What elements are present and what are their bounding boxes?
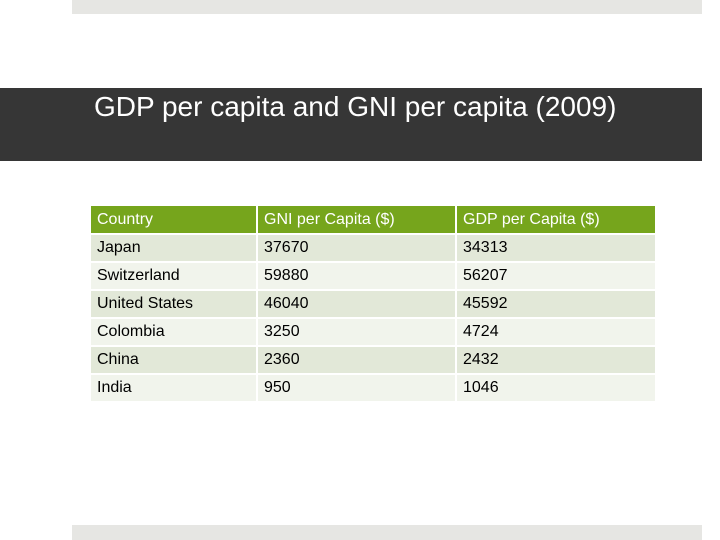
bottom-decorative-bar xyxy=(72,525,702,540)
header-country: Country xyxy=(89,204,258,235)
cell-gdp: 1046 xyxy=(455,373,657,403)
table-row: Switzerland 59880 56207 xyxy=(89,261,657,291)
cell-country: Colombia xyxy=(89,317,258,347)
header-gdp-per-capita: GDP per Capita ($) xyxy=(455,204,657,235)
cell-gni: 37670 xyxy=(256,233,457,263)
cell-country: India xyxy=(89,373,258,403)
table-row: Japan 37670 34313 xyxy=(89,233,657,263)
cell-country: Switzerland xyxy=(89,261,258,291)
cell-gdp: 56207 xyxy=(455,261,657,291)
cell-country: United States xyxy=(89,289,258,319)
cell-country: Japan xyxy=(89,233,258,263)
table-row: United States 46040 45592 xyxy=(89,289,657,319)
table-row: Colombia 3250 4724 xyxy=(89,317,657,347)
cell-gdp: 2432 xyxy=(455,345,657,375)
table-row: India 950 1046 xyxy=(89,373,657,403)
title-band xyxy=(0,88,702,161)
slide-title: GDP per capita and GNI per capita (2009) xyxy=(94,91,617,122)
cell-gni: 59880 xyxy=(256,261,457,291)
table-header-row: Country GNI per Capita ($) GDP per Capit… xyxy=(89,204,657,235)
cell-gdp: 34313 xyxy=(455,233,657,263)
cell-country: China xyxy=(89,345,258,375)
header-gni-per-capita: GNI per Capita ($) xyxy=(256,204,457,235)
gdp-gni-table: Country GNI per Capita ($) GDP per Capit… xyxy=(89,204,657,403)
top-decorative-bar xyxy=(72,0,702,14)
cell-gdp: 4724 xyxy=(455,317,657,347)
cell-gni: 46040 xyxy=(256,289,457,319)
cell-gni: 950 xyxy=(256,373,457,403)
cell-gni: 2360 xyxy=(256,345,457,375)
cell-gni: 3250 xyxy=(256,317,457,347)
cell-gdp: 45592 xyxy=(455,289,657,319)
table-row: China 2360 2432 xyxy=(89,345,657,375)
